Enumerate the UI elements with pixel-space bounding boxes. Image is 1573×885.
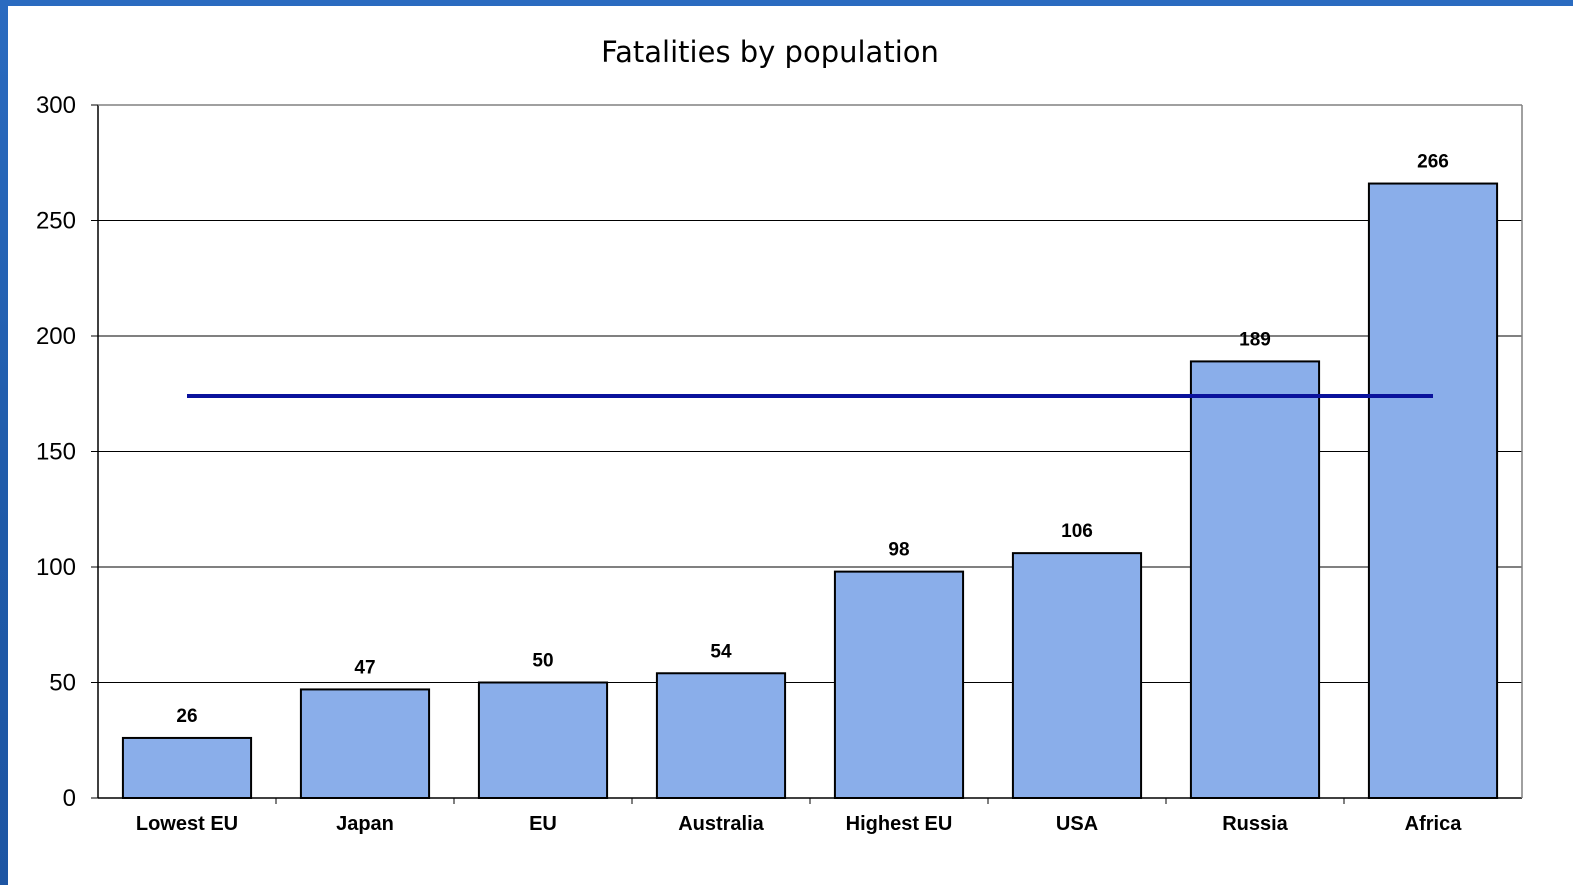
x-tick-label: EU <box>529 813 557 835</box>
bar <box>1011 552 1143 800</box>
x-tick-label: Australia <box>678 813 764 835</box>
bar <box>299 688 431 799</box>
bar <box>655 672 787 800</box>
x-tick-label: Japan <box>336 813 394 835</box>
bars <box>121 182 1499 800</box>
y-tick-label: 50 <box>49 670 76 697</box>
y-tick-label: 150 <box>36 439 76 466</box>
y-tick-label: 0 <box>63 785 76 812</box>
data-label: 266 <box>1417 152 1449 173</box>
data-label: 189 <box>1239 329 1271 350</box>
chart-title: Fatalities by population <box>601 35 939 69</box>
y-tick-label: 100 <box>36 554 76 581</box>
y-axis-ticks: 0 50 100 150 200 250 300 <box>36 92 98 812</box>
y-tick-label: 200 <box>36 323 76 350</box>
x-axis-ticks: Lowest EU Japan EU Australia Highest EU USA Ru… <box>136 798 1462 835</box>
x-tick-label: Africa <box>1405 813 1463 835</box>
bar <box>1189 360 1321 799</box>
bar <box>477 681 609 799</box>
data-label: 106 <box>1061 521 1093 542</box>
x-tick-label: USA <box>1056 813 1098 835</box>
bar <box>1367 182 1499 800</box>
data-label: 26 <box>176 706 197 727</box>
y-tick-label: 300 <box>36 92 76 119</box>
data-label: 54 <box>710 641 732 662</box>
data-label: 50 <box>532 651 553 672</box>
data-label: 47 <box>354 657 375 678</box>
x-tick-label: Highest EU <box>846 813 953 835</box>
data-label: 98 <box>888 540 909 561</box>
x-tick-label: Lowest EU <box>136 813 238 835</box>
bar <box>833 570 965 799</box>
x-tick-label: Russia <box>1222 813 1288 835</box>
bar <box>121 736 253 800</box>
y-tick-label: 250 <box>36 208 76 235</box>
data-labels: 26 47 50 54 98 106 189 266 <box>176 152 1448 727</box>
axes <box>97 104 1523 799</box>
